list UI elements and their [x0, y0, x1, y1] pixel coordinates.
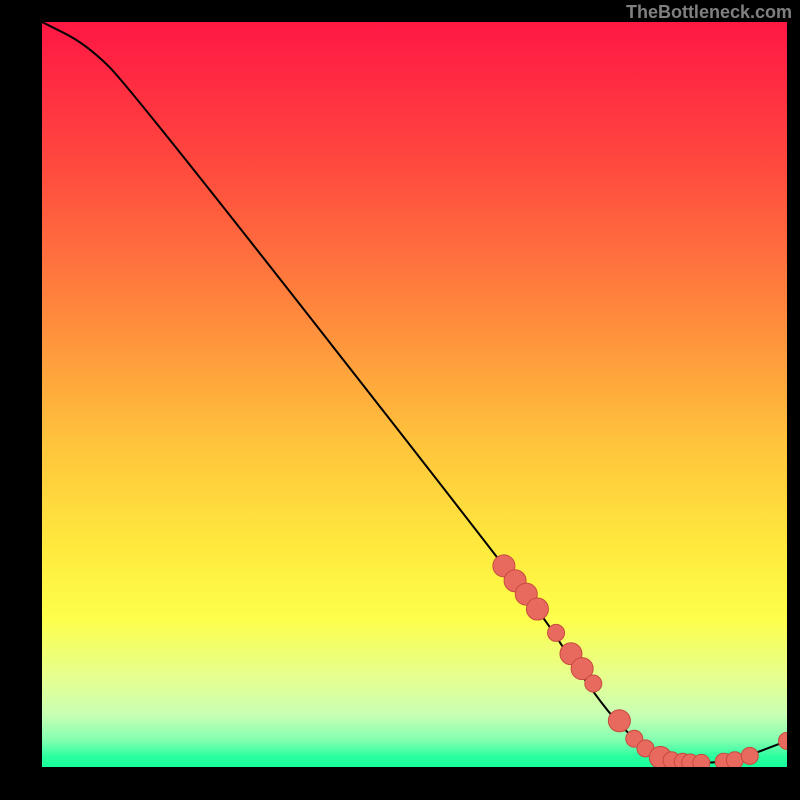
- plot-area: [42, 22, 787, 767]
- data-marker: [548, 624, 565, 641]
- watermark-text: TheBottleneck.com: [626, 2, 792, 23]
- chart-background: [42, 22, 787, 767]
- data-marker: [608, 710, 630, 732]
- chart-svg: [42, 22, 787, 767]
- data-marker: [726, 752, 743, 767]
- data-marker: [741, 747, 758, 764]
- data-marker: [526, 598, 548, 620]
- data-marker: [585, 675, 602, 692]
- data-marker: [693, 754, 710, 767]
